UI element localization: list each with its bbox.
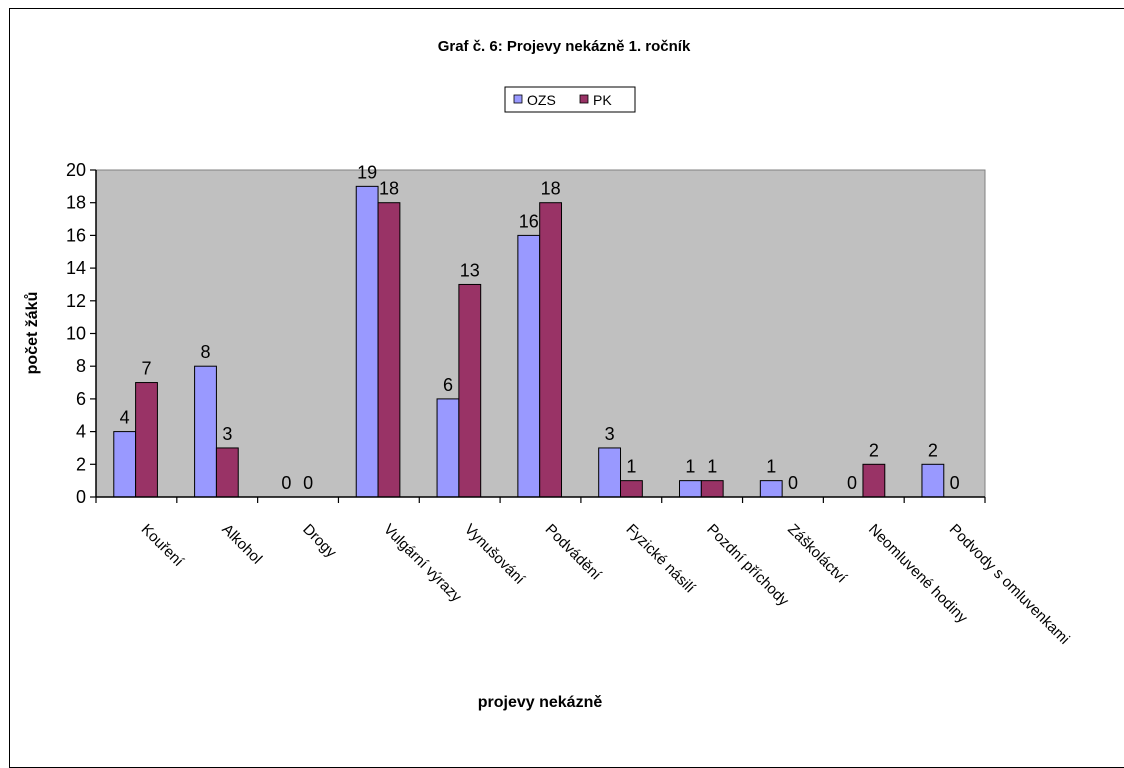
bar-chart: Graf č. 6: Projevy nekázně 1. ročník OZS… — [24, 38, 1073, 711]
y-tick-label: 12 — [66, 291, 86, 311]
y-tick-label: 4 — [76, 422, 86, 442]
data-label: 6 — [443, 375, 453, 395]
y-tick-label: 6 — [76, 389, 86, 409]
category-label: Vulgární výrazy — [380, 521, 465, 606]
y-axis: 0 2 4 6 8 10 12 14 16 18 20 — [66, 160, 97, 507]
bar-ozs — [436, 398, 460, 498]
x-axis-categories: Kouření Alkohol Drogy Vulgární výrazyVynušo… — [95, 496, 1073, 648]
category-label: Vynušování — [461, 521, 529, 589]
y-tick-label: 18 — [66, 193, 86, 213]
y-tick-label: 10 — [66, 324, 86, 344]
legend-swatch-pk — [579, 94, 589, 104]
bar-pk — [539, 202, 563, 498]
data-label: 13 — [460, 260, 480, 280]
data-label: 1 — [707, 457, 717, 477]
legend-swatch-ozs — [513, 94, 523, 104]
category-label: Drogy — [299, 521, 340, 562]
x-axis-title: projevy nekázně — [478, 694, 603, 711]
chart-title: Graf č. 6: Projevy nekázně 1. ročník — [438, 38, 691, 55]
legend-label-pk: PK — [593, 92, 612, 108]
data-label: 8 — [201, 342, 211, 362]
legend-box — [504, 86, 636, 113]
bar-ozs — [113, 431, 137, 498]
y-axis-title: počet žáků — [24, 292, 41, 375]
data-label: 1 — [766, 457, 776, 477]
data-label: 18 — [379, 179, 399, 199]
bar-pk — [135, 382, 158, 498]
bar-ozs — [517, 234, 541, 498]
data-label: 0 — [281, 473, 291, 493]
y-tick-label: 14 — [66, 258, 86, 278]
bar-pk — [862, 463, 886, 498]
y-tick-label: 2 — [76, 454, 86, 474]
bar-pk — [700, 480, 724, 498]
bar-ozs — [679, 480, 702, 498]
y-tick-label: 8 — [76, 356, 86, 376]
data-label: 2 — [928, 440, 938, 460]
bar-ozs — [598, 447, 622, 498]
category-label: Pozdní příchody — [703, 521, 792, 610]
category-label: Alkohol — [218, 521, 265, 568]
data-label: 0 — [847, 473, 857, 493]
data-label: 1 — [626, 457, 636, 477]
data-label: 0 — [788, 473, 798, 493]
y-tick-label: 20 — [66, 160, 86, 180]
data-label: 7 — [142, 359, 152, 379]
category-label: Podvody s omluvenkami — [946, 521, 1073, 648]
data-label: 16 — [519, 211, 539, 231]
bar-ozs — [759, 480, 783, 498]
legend-label-ozs: OZS — [527, 92, 556, 108]
data-label: 1 — [685, 457, 695, 477]
bar-pk — [215, 447, 239, 498]
bar-pk — [620, 480, 643, 498]
legend: OZS PK — [504, 86, 636, 113]
data-label: 4 — [120, 408, 130, 428]
data-label: 0 — [303, 473, 313, 493]
data-label: 3 — [222, 424, 232, 444]
data-label: 0 — [950, 473, 960, 493]
data-label: 19 — [357, 162, 377, 182]
data-label: 18 — [541, 179, 561, 199]
bar-pk — [377, 202, 401, 498]
bar-ozs — [194, 365, 217, 498]
bar-ozs — [355, 185, 379, 498]
category-label: Podvádění — [542, 521, 605, 584]
category-label: Kouření — [138, 521, 188, 571]
bar-ozs — [921, 463, 945, 498]
y-tick-label: 0 — [76, 487, 86, 507]
bar-pk — [458, 283, 482, 498]
y-tick-label: 16 — [66, 225, 86, 245]
data-label: 3 — [605, 424, 615, 444]
data-label: 2 — [869, 440, 879, 460]
category-label: Záškoláctví — [784, 521, 850, 587]
category-label: Fyzické násilí — [623, 521, 699, 597]
